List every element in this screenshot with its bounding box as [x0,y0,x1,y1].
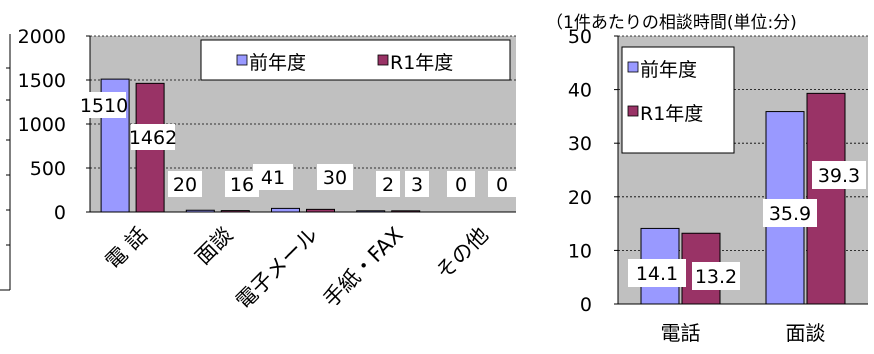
left-data-label: 20 [173,174,197,196]
left-y-tick-label: 500 [30,158,66,180]
left-edge-decoration [0,34,11,291]
left-data-label-bg [317,164,353,190]
left-legend-label-prev: 前年度 [249,52,306,74]
right-data-label: 14.1 [636,263,678,285]
right-legend-swatch-prev [627,61,639,73]
left-x-tick-label: 面談 [191,223,238,270]
right-legend-swatch-r1 [627,105,639,117]
left-data-label-bg [168,171,202,197]
left-legend: 前年度 R1年度 [200,39,511,81]
left-data-label-bg [376,171,400,197]
left-data-label: 0 [496,174,508,196]
right-bar-r1 [806,92,846,305]
right-x-tick-label: 面談 [786,321,826,345]
left-data-label-bg [253,164,293,190]
left-y-tick-label: 0 [54,202,66,224]
left-y-tick-label: 1000 [18,114,66,136]
right-data-label-bg [628,259,686,287]
left-chart: 0500100015002000 電 話面談電子メール手紙・FAX その他 151… [18,26,516,314]
right-chart-title: （1件あたりの相談時間(単位:分) [546,13,797,33]
left-data-label: 1462 [129,127,177,149]
right-chart: （1件あたりの相談時間(単位:分) 0 10 20 30 40 50 電話 面談 14.1 3… [546,13,868,345]
right-data-label: 35.9 [769,203,811,225]
left-data-label: 16 [230,174,254,196]
right-data-label: 13.2 [695,266,737,288]
right-data-label: 39.3 [818,165,860,187]
left-legend-swatch-r1 [377,54,389,66]
left-legend-label-r1: R1年度 [390,52,453,74]
left-data-label-bg [447,171,475,197]
left-y-tick-label: 2000 [18,26,66,48]
right-y-tick-label: 20 [568,187,592,209]
left-x-tick-label: 電 話 [101,223,152,274]
right-y-tick-label: 0 [580,294,592,316]
left-x-tick-label: 手紙・FAX [319,223,408,312]
left-data-label: 41 [261,167,285,189]
left-data-label-bg [405,171,429,197]
left-x-tick-label: その他 [431,223,493,285]
left-data-label-bg [131,124,175,150]
right-x-tick-label: 電話 [661,321,701,345]
right-legend-box [621,46,735,154]
right-legend-label-prev: 前年度 [640,59,697,81]
right-data-label-bg [763,199,817,227]
right-y-tick-label: 10 [568,240,592,262]
right-legend: 前年度 R1年度 [621,46,735,154]
left-data-label: 30 [323,167,347,189]
left-data-label: 1510 [80,95,128,117]
left-data-label: 0 [455,174,467,196]
left-y-tick-label: 1500 [18,70,66,92]
right-y-tick-label: 30 [568,133,592,155]
left-data-label-bg [488,171,516,197]
right-legend-label-r1: R1年度 [640,103,703,125]
right-y-tick-label: 40 [568,80,592,102]
left-data-label: 2 [382,174,394,196]
left-data-label-bg [82,92,126,118]
right-y-tick-label: 50 [568,26,592,48]
left-legend-box [200,39,511,81]
left-legend-swatch-prev [236,54,248,66]
right-data-label-bg [812,161,866,189]
left-data-label-bg [225,171,259,197]
left-bar-prev [271,207,300,213]
left-x-tick-label: 電子メール [231,223,322,314]
left-data-label: 3 [411,174,423,196]
right-data-label-bg [692,262,740,290]
